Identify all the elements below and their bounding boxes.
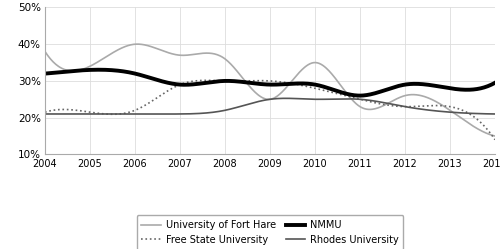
Rhodes University	[492, 113, 498, 116]
Free State University	[286, 82, 292, 85]
Rhodes University	[160, 113, 166, 116]
Free State University	[260, 79, 266, 82]
NMMU	[483, 85, 489, 88]
Free State University	[256, 79, 262, 82]
NMMU	[256, 82, 262, 85]
NMMU	[42, 72, 48, 75]
Rhodes University	[256, 100, 262, 103]
Rhodes University	[412, 107, 418, 110]
NMMU	[492, 81, 498, 84]
NMMU	[286, 82, 292, 85]
Line: NMMU: NMMU	[45, 70, 495, 96]
University of Fort Hare	[310, 61, 316, 64]
NMMU	[310, 83, 316, 86]
Rhodes University	[283, 97, 289, 100]
NMMU	[96, 68, 102, 71]
NMMU	[412, 82, 418, 85]
University of Fort Hare	[482, 131, 488, 134]
Free State University	[310, 86, 316, 89]
NMMU	[356, 94, 362, 97]
Rhodes University	[260, 99, 266, 102]
Rhodes University	[312, 98, 318, 101]
Line: University of Fort Hare: University of Fort Hare	[45, 44, 495, 136]
Rhodes University	[42, 113, 48, 116]
Legend: University of Fort Hare, Free State University, NMMU, Rhodes University: University of Fort Hare, Free State Univ…	[136, 215, 404, 249]
University of Fort Hare	[412, 93, 418, 96]
University of Fort Hare	[42, 50, 48, 53]
NMMU	[260, 83, 266, 86]
Free State University	[42, 111, 48, 114]
University of Fort Hare	[260, 96, 266, 99]
Free State University	[492, 138, 498, 141]
Free State University	[482, 125, 488, 128]
Line: Rhodes University: Rhodes University	[45, 98, 495, 114]
Free State University	[412, 105, 418, 108]
Rhodes University	[288, 97, 294, 100]
Rhodes University	[483, 112, 489, 115]
Free State University	[204, 79, 210, 82]
University of Fort Hare	[134, 43, 140, 46]
University of Fort Hare	[256, 94, 262, 97]
Line: Free State University: Free State University	[45, 80, 495, 140]
University of Fort Hare	[286, 82, 292, 85]
University of Fort Hare	[492, 134, 498, 137]
